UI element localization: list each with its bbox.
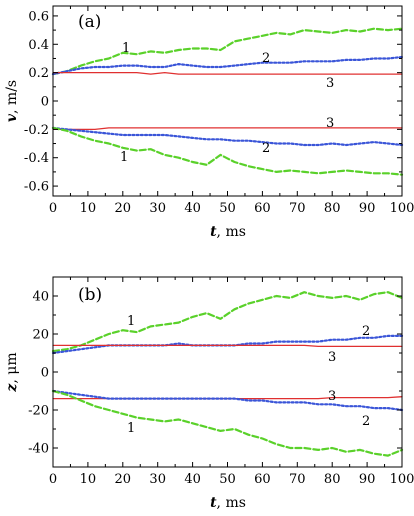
panel-a-x-tick-label: 60 [254,201,271,216]
panel-b-x-tick-label: 60 [254,472,271,487]
panel-a-y-tick-label: 0.4 [28,38,49,53]
panel-a-curve-label-2: 2 [262,51,270,66]
panel-b-y-tick-label: -20 [28,404,49,419]
panel-a-series-line-6 [51,126,404,176]
panel-b-y-tick-label: 20 [32,328,49,343]
panel-b-x-tick-label: 20 [115,472,132,487]
panel-a-curve-labels: 1 2 3 3 2 1 [120,41,334,165]
panel-a-x-tick-label: 90 [359,201,376,216]
panel-b-curve-label-6: 1 [127,421,135,436]
panel-a-y-tick-label: -0.6 [24,180,49,195]
panel-b-curve-label-1: 1 [127,314,135,329]
panel-b-x-tick-label: 100 [390,472,414,487]
panel-a-x-axis-variable: t [210,224,217,240]
panel-b-plot-frame [52,276,403,468]
panel-b-y-axis-unit: , μm [4,352,20,383]
panel-b-curve-labels: 1 2 3 3 2 1 [127,314,370,436]
panel-a-x-tick-label: 80 [324,201,341,216]
panel-a-curve-label-3: 3 [326,76,334,91]
panel-b-x-tick-label: 90 [359,472,376,487]
panel-a-x-tick-label: 10 [80,201,97,216]
panel-a-curve-label-4: 3 [326,116,334,131]
panel-a-y-tick-label: 0.6 [28,9,49,24]
panel-a-y-tick-label: -0.2 [24,123,49,138]
panel-b-curve-label-3: 3 [328,350,336,365]
panel-b-ticks: 0 10 20 30 40 50 60 70 80 90 100 40 20 0 -20 -40 [28,277,414,487]
panel-a-plot-frame [52,5,403,197]
panel-a-y-axis-variable: v [4,113,20,122]
panel-a-y-tick-label: 0.2 [28,66,49,81]
panel-b-series-line-5 [51,389,404,412]
panel-a-y-tick-label: 0 [41,95,49,110]
panel-a-x-tick-label: 0 [49,201,57,216]
panel-a-x-tick-label: 50 [219,201,236,216]
panel-b-marks [51,291,404,457]
panel-b-y-tick-label: 0 [41,366,49,381]
panel-a-x-tick-label: 30 [149,201,166,216]
panel-b-x-tick-label: 10 [80,472,97,487]
panel-b-x-tick-label: 70 [289,472,306,487]
panel-b-curve-label-2: 2 [362,324,370,339]
panel-b-curve-label-5: 2 [362,414,370,429]
panel-a-tag: (a) [78,12,101,32]
panel-a-y-axis-label: v, m/s [4,80,20,122]
panel-b-x-tick-label: 30 [149,472,166,487]
panel-a-series-line-1 [51,27,404,76]
panel-b-y-axis-label: z, μm [4,352,20,392]
panel-b-series-line-3 [52,344,403,348]
panel-a-series-line-2 [51,55,404,76]
panel-b-y-axis-variable: z [4,383,20,393]
panel-a-y-tick-label: -0.4 [24,151,49,166]
panel-b-x-axis-unit: , ms [217,495,246,511]
panel-a-y-axis-unit: , m/s [4,80,20,114]
panel-b-x-tick-label: 0 [49,472,57,487]
panel-a-series-line-3 [52,71,403,75]
panel-b-y-tick-label: 40 [32,290,49,305]
panel-b-x-tick-label: 80 [324,472,341,487]
panel-a-marks [51,27,404,176]
panel-b-position: 1 2 3 3 2 1 0 10 20 30 40 50 60 70 80 90 100 40 20 0 -20 -40… [4,276,414,511]
panel-a-x-axis-unit: , ms [217,224,246,240]
panel-a-x-axis-label: t, ms [210,224,246,240]
panel-a-series-line-5 [51,126,404,147]
panel-b-curve-label-4: 3 [328,389,336,404]
panel-a-curve-label-1: 1 [122,41,130,56]
panel-b-x-axis-label: t, ms [210,495,246,511]
panel-a-series-line-4 [52,127,403,131]
panel-b-x-tick-label: 40 [184,472,201,487]
panel-b-x-tick-label: 50 [219,472,236,487]
panel-a-x-tick-label: 100 [390,201,414,216]
panel-a-x-tick-label: 20 [115,201,132,216]
panel-b-series-line-2 [51,334,404,355]
panel-b-series-line-1 [51,291,404,353]
panel-a-x-tick-label: 70 [289,201,306,216]
panel-b-tag: (b) [78,285,102,305]
panel-a-curve-label-6: 1 [120,150,128,165]
panel-b-x-axis-variable: t [210,495,217,511]
panel-a-x-tick-label: 40 [184,201,201,216]
panel-b-series-line-6 [51,389,404,457]
panel-a-curve-label-5: 2 [262,141,270,156]
panel-a-ticks: 0 10 20 30 40 50 60 70 80 90 100 0.6 0.4 0.2 0 -0.2 -0.4… [24,6,414,216]
panel-b-y-tick-label: -40 [28,442,49,457]
